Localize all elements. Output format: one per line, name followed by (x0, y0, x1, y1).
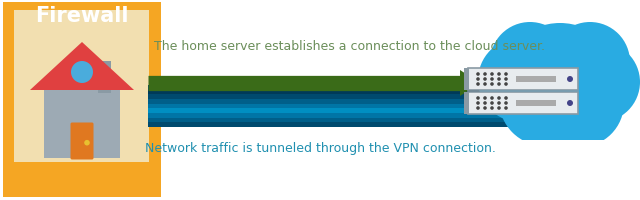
Circle shape (71, 62, 93, 84)
Circle shape (515, 71, 595, 150)
Circle shape (504, 102, 508, 105)
FancyBboxPatch shape (516, 77, 556, 83)
Circle shape (497, 102, 501, 105)
Circle shape (498, 24, 622, 147)
FancyBboxPatch shape (148, 95, 510, 100)
Circle shape (497, 73, 501, 76)
Text: Firewall: Firewall (35, 6, 129, 26)
Circle shape (490, 78, 494, 81)
Circle shape (504, 78, 508, 81)
Circle shape (483, 102, 487, 105)
FancyBboxPatch shape (468, 69, 578, 91)
Circle shape (536, 60, 624, 147)
Circle shape (490, 97, 494, 100)
Circle shape (476, 83, 480, 86)
Circle shape (483, 73, 487, 76)
Circle shape (476, 97, 480, 100)
Circle shape (483, 107, 487, 110)
FancyBboxPatch shape (14, 11, 149, 162)
FancyBboxPatch shape (148, 109, 510, 113)
FancyBboxPatch shape (98, 62, 111, 94)
Circle shape (476, 78, 480, 81)
Circle shape (483, 97, 487, 100)
FancyBboxPatch shape (148, 104, 510, 109)
Circle shape (483, 78, 487, 81)
Circle shape (504, 73, 508, 76)
Circle shape (490, 102, 494, 105)
Circle shape (497, 83, 501, 86)
FancyBboxPatch shape (148, 113, 510, 118)
Circle shape (504, 97, 508, 100)
Circle shape (497, 78, 501, 81)
FancyBboxPatch shape (148, 90, 510, 95)
Circle shape (567, 100, 573, 106)
FancyBboxPatch shape (516, 100, 556, 106)
Text: Network traffic is tunneled through the VPN connection.: Network traffic is tunneled through the … (145, 142, 495, 155)
FancyBboxPatch shape (3, 3, 161, 197)
FancyBboxPatch shape (464, 69, 469, 91)
Circle shape (483, 83, 487, 86)
Circle shape (490, 107, 494, 110)
Circle shape (499, 55, 591, 146)
Polygon shape (460, 71, 480, 97)
Text: The home server establishes a connection to the cloud server.: The home server establishes a connection… (154, 39, 545, 52)
Circle shape (490, 73, 494, 76)
Circle shape (490, 23, 570, 102)
Circle shape (476, 102, 480, 105)
Circle shape (504, 107, 508, 110)
Circle shape (476, 73, 480, 76)
Circle shape (476, 107, 480, 110)
Circle shape (497, 107, 501, 110)
FancyBboxPatch shape (148, 118, 510, 123)
Circle shape (567, 77, 573, 83)
FancyBboxPatch shape (460, 140, 640, 200)
FancyBboxPatch shape (70, 123, 93, 160)
Circle shape (560, 43, 640, 122)
FancyBboxPatch shape (148, 123, 510, 127)
Polygon shape (30, 43, 134, 91)
FancyBboxPatch shape (468, 93, 578, 114)
Circle shape (478, 39, 562, 122)
FancyBboxPatch shape (148, 100, 510, 104)
Circle shape (84, 140, 90, 146)
FancyBboxPatch shape (464, 93, 469, 114)
Circle shape (550, 23, 630, 102)
FancyBboxPatch shape (148, 86, 510, 90)
Circle shape (497, 97, 501, 100)
Circle shape (504, 83, 508, 86)
FancyBboxPatch shape (44, 89, 120, 158)
Circle shape (490, 83, 494, 86)
